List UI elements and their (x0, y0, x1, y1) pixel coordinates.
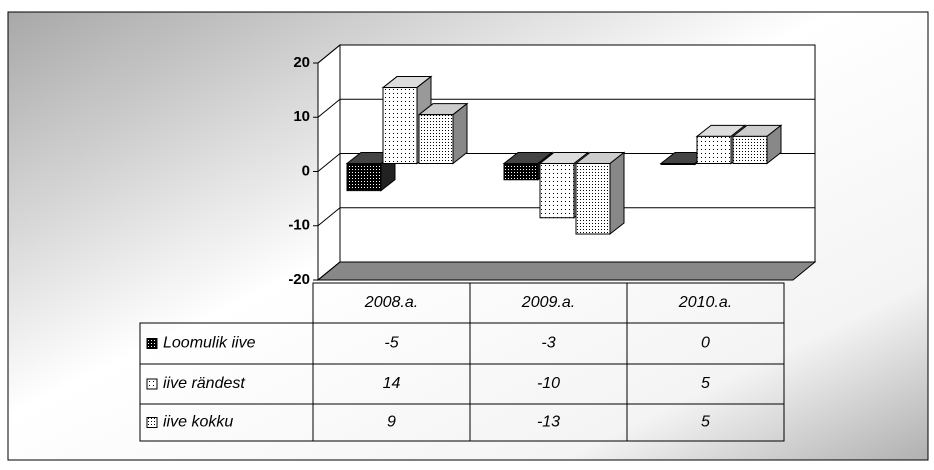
y-tick-label: 0 (302, 162, 310, 179)
legend-swatch (146, 338, 158, 349)
legend-label: iive kokku (163, 414, 233, 431)
bar (417, 102, 469, 165)
table-value: 0 (701, 335, 710, 352)
bar-front (696, 135, 732, 164)
bar (731, 124, 783, 165)
bar-front (382, 87, 418, 164)
bar-side (452, 102, 468, 165)
table-value: 14 (383, 375, 401, 392)
grid-line (317, 44, 815, 64)
bar-front (660, 163, 696, 165)
legend-swatch (146, 417, 158, 428)
y-tick-label: -10 (288, 217, 310, 234)
grid-line (317, 153, 815, 172)
y-tick-label: 10 (293, 108, 310, 125)
plot-area: -20 -10 0 10 20 (288, 43, 817, 288)
table-value: 9 (387, 414, 396, 431)
table-value: 5 (701, 375, 710, 392)
bar-front (575, 163, 611, 235)
bar-front (418, 114, 454, 165)
table-body-bg (139, 322, 785, 442)
legend-label: iive rändest (163, 375, 245, 392)
column-header: 2010.a. (678, 294, 732, 311)
bar-front (503, 163, 539, 181)
y-tick-label: 20 (293, 54, 310, 71)
legend-label: Loomulik iive (163, 335, 256, 352)
table-value: -3 (541, 335, 555, 352)
bar-side (609, 151, 625, 236)
grid-line (317, 98, 815, 118)
column-header: 2008.a. (364, 294, 418, 311)
bar-front (732, 135, 768, 164)
table-value: -10 (537, 375, 560, 392)
bar-front (346, 163, 382, 192)
bar (574, 151, 626, 236)
data-table: 2008.a. 2009.a. 2010.a. Loomulik iive -5 -3 0 i… (139, 282, 785, 442)
table-value: -5 (384, 335, 398, 352)
floor (316, 261, 817, 281)
y-tick-label: -20 (288, 271, 310, 288)
table-value: 5 (701, 414, 710, 431)
grid-line (317, 207, 815, 227)
column-header: 2009.a. (521, 294, 575, 311)
grid-line (317, 261, 815, 281)
legend-swatch (146, 378, 158, 390)
table-value: -13 (537, 414, 560, 431)
bar-front (539, 163, 575, 219)
